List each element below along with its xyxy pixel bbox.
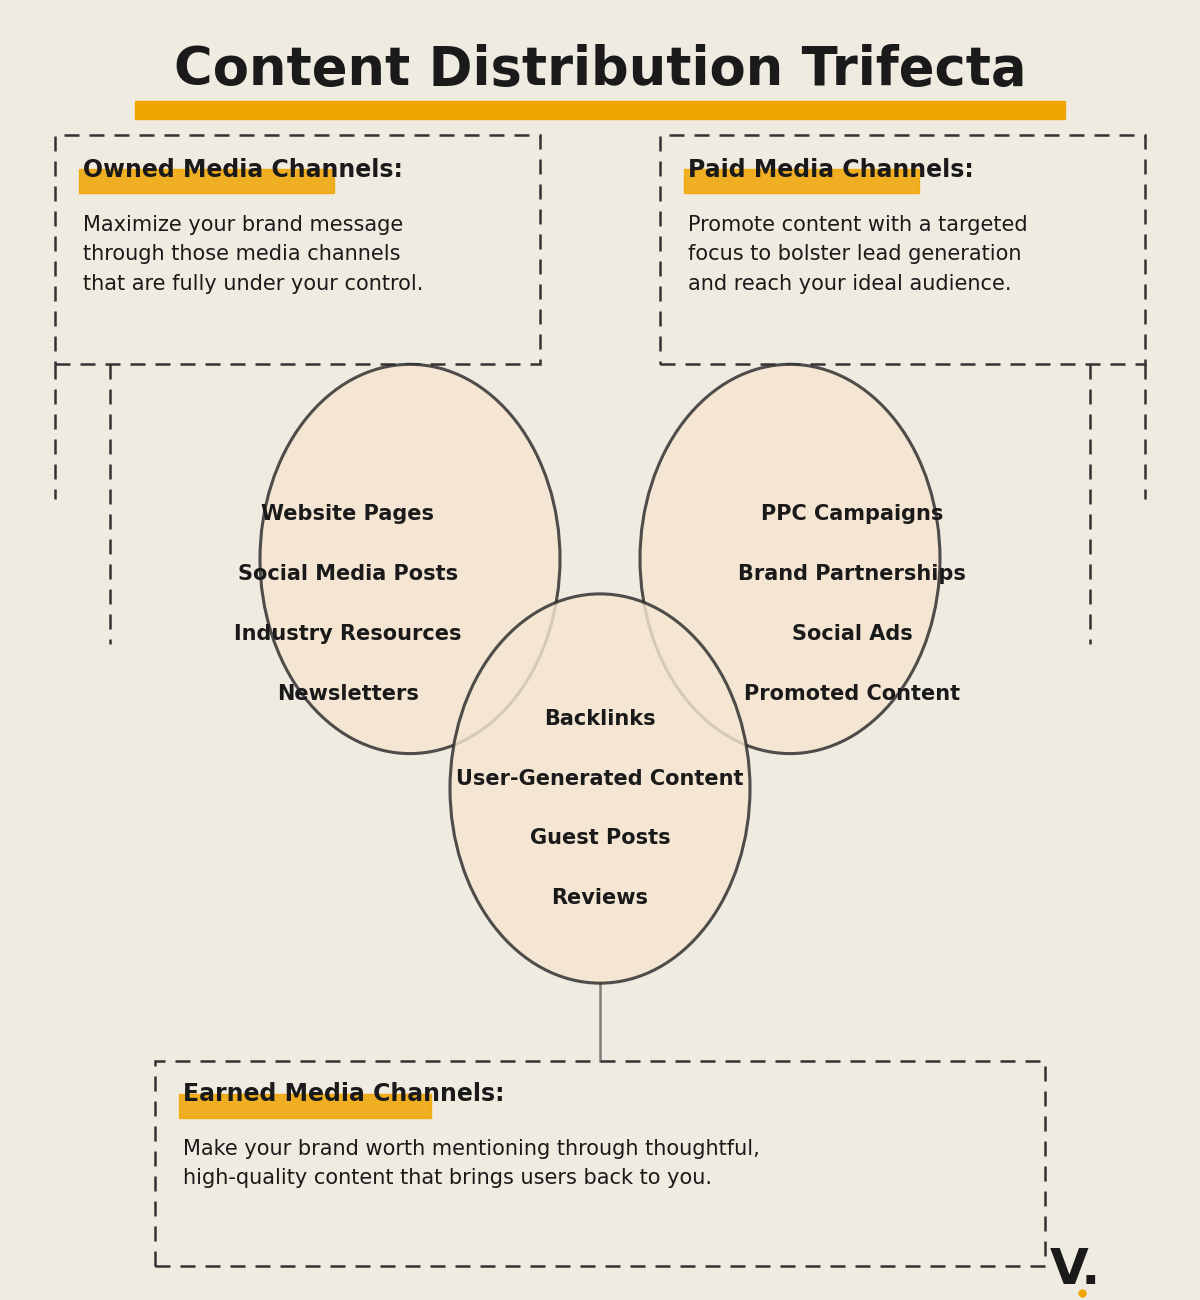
Text: Paid Media Channels:: Paid Media Channels: <box>688 157 973 182</box>
Text: Promoted Content: Promoted Content <box>744 684 960 703</box>
Text: V.: V. <box>1049 1245 1100 1294</box>
Text: Maximize your brand message
through those media channels
that are fully under yo: Maximize your brand message through thos… <box>83 214 424 294</box>
Text: Brand Partnerships: Brand Partnerships <box>738 564 966 584</box>
Bar <box>134 101 1066 118</box>
Bar <box>179 1093 431 1118</box>
Text: Promote content with a targeted
focus to bolster lead generation
and reach your : Promote content with a targeted focus to… <box>688 214 1027 294</box>
Bar <box>155 1061 1045 1266</box>
Text: Backlinks: Backlinks <box>544 708 656 728</box>
Bar <box>79 169 334 194</box>
Text: Content Distribution Trifecta: Content Distribution Trifecta <box>174 44 1026 96</box>
Ellipse shape <box>260 364 560 754</box>
Text: Social Media Posts: Social Media Posts <box>238 564 458 584</box>
Text: Industry Resources: Industry Resources <box>234 624 462 644</box>
Bar <box>684 169 919 194</box>
Text: Guest Posts: Guest Posts <box>529 828 671 849</box>
Bar <box>660 135 1145 364</box>
Text: Make your brand worth mentioning through thoughtful,
high-quality content that b: Make your brand worth mentioning through… <box>182 1139 760 1188</box>
Text: Website Pages: Website Pages <box>262 504 434 524</box>
Text: Reviews: Reviews <box>552 888 648 909</box>
Text: Owned Media Channels:: Owned Media Channels: <box>83 157 403 182</box>
Text: Earned Media Channels:: Earned Media Channels: <box>182 1082 504 1106</box>
Text: User-Generated Content: User-Generated Content <box>456 768 744 789</box>
Ellipse shape <box>450 594 750 983</box>
Text: Newsletters: Newsletters <box>277 684 419 703</box>
Ellipse shape <box>640 364 940 754</box>
Text: PPC Campaigns: PPC Campaigns <box>761 504 943 524</box>
Text: Social Ads: Social Ads <box>792 624 912 644</box>
Bar <box>55 135 540 364</box>
